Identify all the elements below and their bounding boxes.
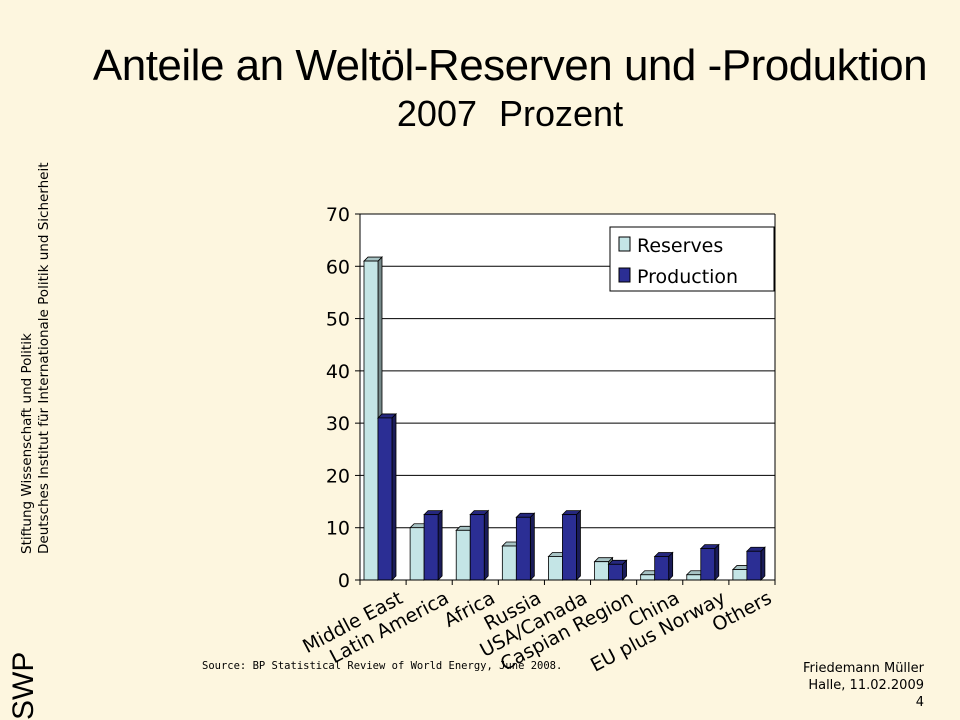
chart-legend: Reserves Production (609, 226, 775, 292)
legend-label-production: Production (637, 266, 738, 288)
legend-swatch-production (618, 267, 631, 283)
y-tick-label: 30 (326, 413, 350, 435)
bar-reserves (409, 527, 425, 581)
bar-reserves (732, 569, 748, 581)
chart-bars (363, 256, 766, 581)
bar-reserves (548, 556, 563, 581)
subtitle-year: 2007 (396, 93, 477, 134)
author-name: Friedemann Müller (803, 661, 924, 676)
bar-reserves (686, 574, 702, 581)
bar-production (515, 516, 531, 581)
bar-side (483, 509, 489, 581)
bar-side (668, 551, 674, 581)
bar-reserves (501, 545, 517, 581)
bar-production (423, 514, 439, 581)
y-tick-label: 50 (326, 309, 350, 331)
bar-production (469, 514, 485, 581)
bar-reserves (594, 561, 609, 581)
subtitle-unit: Prozent (499, 93, 624, 134)
bar-production (746, 550, 762, 581)
y-tick-label: 60 (326, 256, 350, 278)
bar-side (437, 509, 443, 581)
y-tick-label: 10 (326, 518, 350, 540)
legend-swatch-reserves (618, 236, 631, 252)
bar-reserves (640, 574, 656, 581)
bar-production (562, 514, 577, 581)
source-note: Source: BP Statistical Review of World E… (202, 660, 563, 672)
bar-side (529, 512, 535, 581)
slide-subtitle: 2007 Prozent (60, 92, 960, 136)
bar-production (608, 563, 623, 581)
y-tick-label: 0 (338, 570, 350, 592)
y-tick-label: 70 (326, 204, 350, 226)
place-date: Halle, 11.02.2009 (808, 678, 924, 693)
bar-side (760, 546, 766, 581)
y-tick-label: 20 (326, 465, 350, 487)
bar-reserves (363, 260, 379, 581)
slide-title: Anteile an Weltöl-Reserven und -Produkti… (92, 41, 928, 90)
bar-side (576, 509, 581, 581)
bar-production (654, 556, 670, 581)
bar-production (377, 417, 393, 581)
bar-production (700, 548, 716, 581)
legend-box (609, 226, 775, 292)
bar-reserves (455, 529, 471, 581)
bar-side (391, 412, 397, 581)
page-number: 4 (915, 695, 924, 710)
bar-side (714, 543, 720, 581)
y-tick-label: 40 (326, 361, 350, 383)
slide-footer: Friedemann Müller Halle, 11.02.2009 4 (803, 660, 924, 711)
legend-label-reserves: Reserves (637, 235, 723, 257)
